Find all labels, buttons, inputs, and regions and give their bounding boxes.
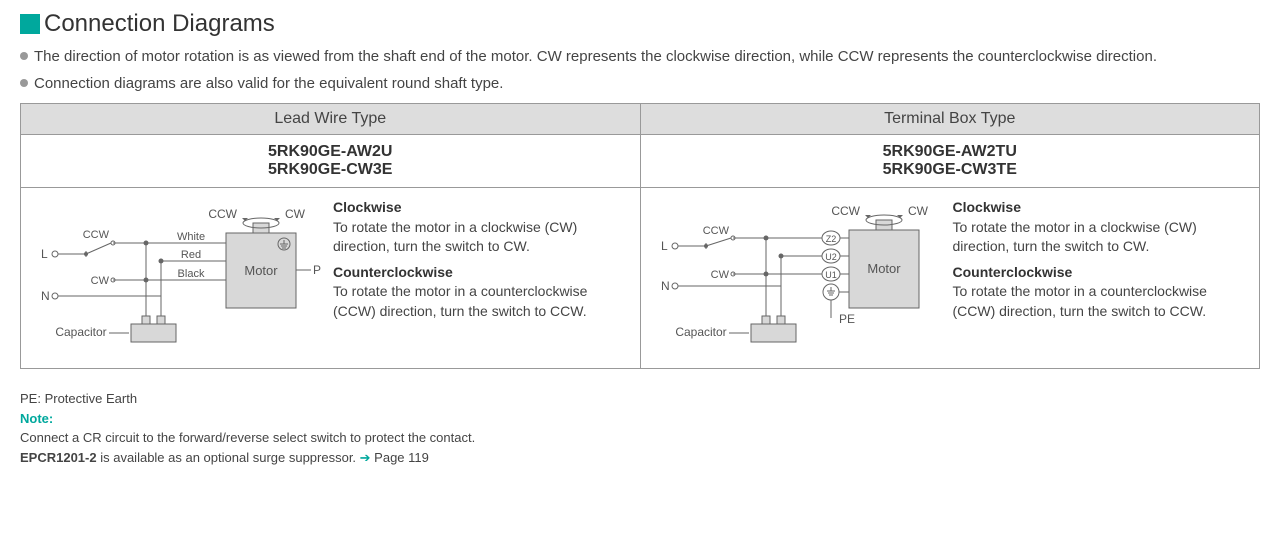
connection-table: Lead Wire Type Terminal Box Type 5RK90GE…	[20, 103, 1260, 369]
wiring-diagram-terminal-box: Motor CCW CW L	[651, 198, 941, 358]
pe-definition: PE: Protective Earth	[20, 389, 1260, 409]
arrow-icon: ➔	[360, 450, 375, 465]
svg-text:N: N	[661, 279, 670, 293]
bullet-item: Connection diagrams are also valid for t…	[20, 73, 1260, 96]
svg-text:CCW: CCW	[831, 204, 860, 218]
svg-text:PE: PE	[313, 263, 321, 277]
svg-text:CCW: CCW	[83, 229, 110, 241]
diagram-cell-left: Motor CCW CW	[21, 188, 641, 369]
model-number: 5RK90GE-AW2TU	[649, 143, 1252, 161]
ccw-text: To rotate the motor in a counterclockwis…	[953, 282, 1250, 321]
svg-text:CW: CW	[91, 275, 110, 287]
diagram-cell-right: Motor CCW CW L	[640, 188, 1260, 369]
ccw-heading: Counterclockwise	[953, 263, 1250, 283]
svg-text:Z2: Z2	[825, 234, 836, 244]
svg-text:L: L	[41, 247, 48, 261]
title-text: Connection Diagrams	[44, 10, 275, 38]
cw-heading: Clockwise	[333, 198, 630, 218]
part-desc: is available as an optional surge suppre…	[97, 450, 360, 465]
svg-text:N: N	[41, 289, 50, 303]
bullet-item: The direction of motor rotation is as vi…	[20, 46, 1260, 69]
svg-text:U1: U1	[825, 270, 837, 280]
svg-text:Motor: Motor	[867, 261, 901, 276]
models-left: 5RK90GE-AW2U 5RK90GE-CW3E	[21, 135, 641, 188]
svg-text:PE: PE	[839, 312, 855, 326]
svg-text:Capacitor: Capacitor	[55, 325, 106, 339]
cw-heading: Clockwise	[953, 198, 1250, 218]
col-header-right: Terminal Box Type	[640, 104, 1260, 135]
instructions-left: Clockwise To rotate the motor in a clock…	[333, 198, 630, 322]
svg-text:CCW: CCW	[702, 225, 729, 237]
svg-text:CW: CW	[285, 207, 306, 221]
footer-notes: PE: Protective Earth Note: Connect a CR …	[20, 389, 1260, 467]
svg-text:White: White	[177, 231, 205, 243]
ccw-heading: Counterclockwise	[333, 263, 630, 283]
col-header-left: Lead Wire Type	[21, 104, 641, 135]
cw-text: To rotate the motor in a clockwise (CW) …	[953, 218, 1250, 257]
svg-text:Motor: Motor	[244, 263, 278, 278]
note-label: Note:	[20, 411, 53, 426]
cw-text: To rotate the motor in a clockwise (CW) …	[333, 218, 630, 257]
svg-text:CW: CW	[710, 269, 729, 281]
part-number: EPCR1201-2	[20, 450, 97, 465]
models-right: 5RK90GE-AW2TU 5RK90GE-CW3TE	[640, 135, 1260, 188]
bullet-text: Connection diagrams are also valid for t…	[34, 73, 503, 96]
model-number: 5RK90GE-CW3TE	[649, 161, 1252, 179]
svg-text:CCW: CCW	[208, 207, 237, 221]
svg-text:Red: Red	[181, 249, 201, 261]
bullet-icon	[20, 52, 28, 60]
svg-text:L: L	[661, 239, 668, 253]
bullet-text: The direction of motor rotation is as vi…	[34, 46, 1157, 69]
part-reference: EPCR1201-2 is available as an optional s…	[20, 448, 1260, 468]
svg-text:Black: Black	[178, 268, 205, 280]
note-text: Connect a CR circuit to the forward/reve…	[20, 428, 1260, 448]
bullet-icon	[20, 79, 28, 87]
svg-text:CW: CW	[908, 204, 929, 218]
svg-text:Capacitor: Capacitor	[675, 325, 726, 339]
instructions-right: Clockwise To rotate the motor in a clock…	[953, 198, 1250, 322]
title-square-icon	[20, 14, 40, 34]
svg-text:U2: U2	[825, 252, 837, 262]
section-title: Connection Diagrams	[20, 10, 1260, 38]
model-number: 5RK90GE-CW3E	[29, 161, 632, 179]
ccw-text: To rotate the motor in a counterclockwis…	[333, 282, 630, 321]
wiring-diagram-lead-wire: Motor CCW CW	[31, 198, 321, 358]
model-number: 5RK90GE-AW2U	[29, 143, 632, 161]
page-ref: Page 119	[374, 450, 429, 465]
